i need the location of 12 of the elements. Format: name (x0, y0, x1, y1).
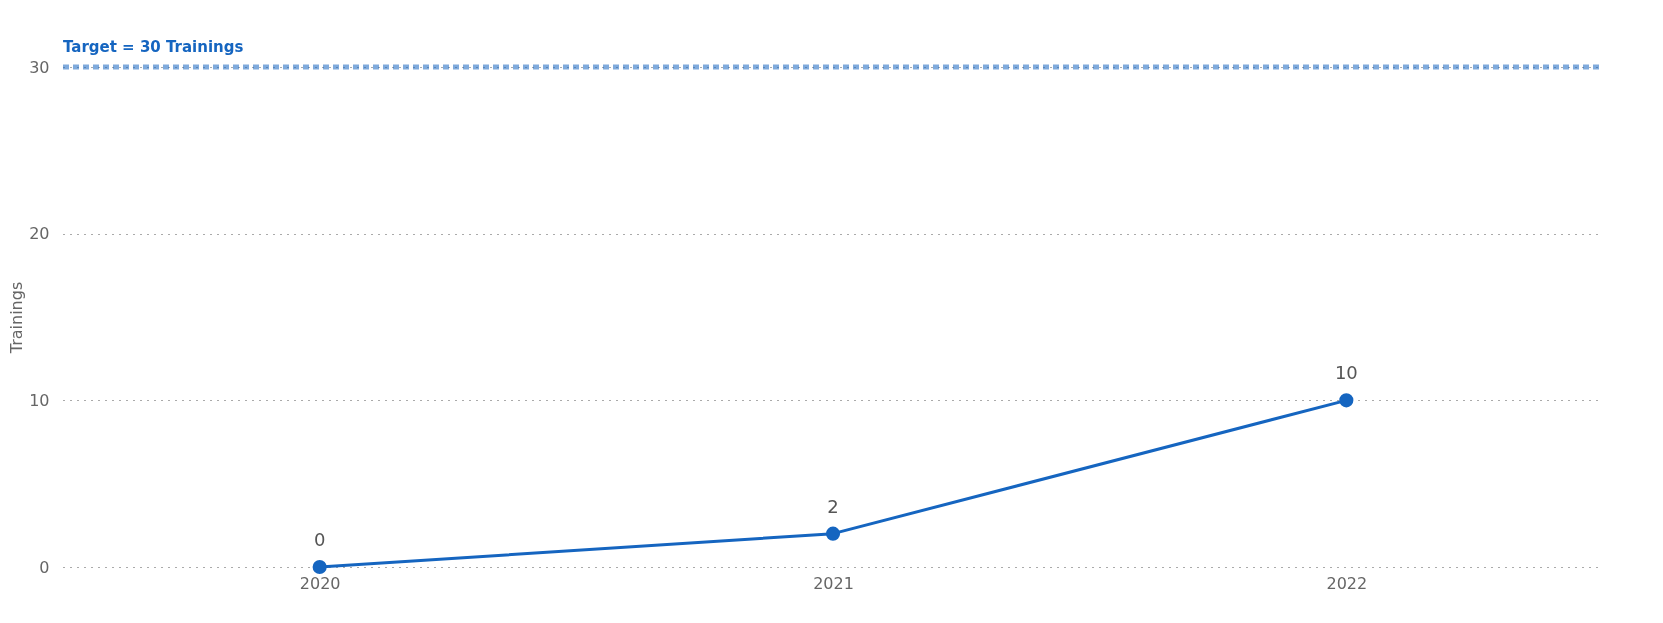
y-tick-label: 20 (29, 224, 50, 244)
ref-line-label: Target = 30 Trainings (63, 38, 244, 56)
x-tick-label: 2022 (1326, 573, 1368, 593)
y-axis-title: Trainings (7, 281, 27, 355)
x-tick-label: 2020 (299, 573, 341, 593)
data-label: 0 (313, 529, 326, 550)
x-tick-label: 2021 (813, 573, 854, 593)
data-label: 2 (827, 495, 839, 517)
y-tick-label: 10 (29, 390, 50, 410)
y-tick-label: 0 (39, 557, 50, 577)
data-label: 10 (1334, 362, 1358, 384)
y-tick-label: 30 (29, 57, 50, 77)
